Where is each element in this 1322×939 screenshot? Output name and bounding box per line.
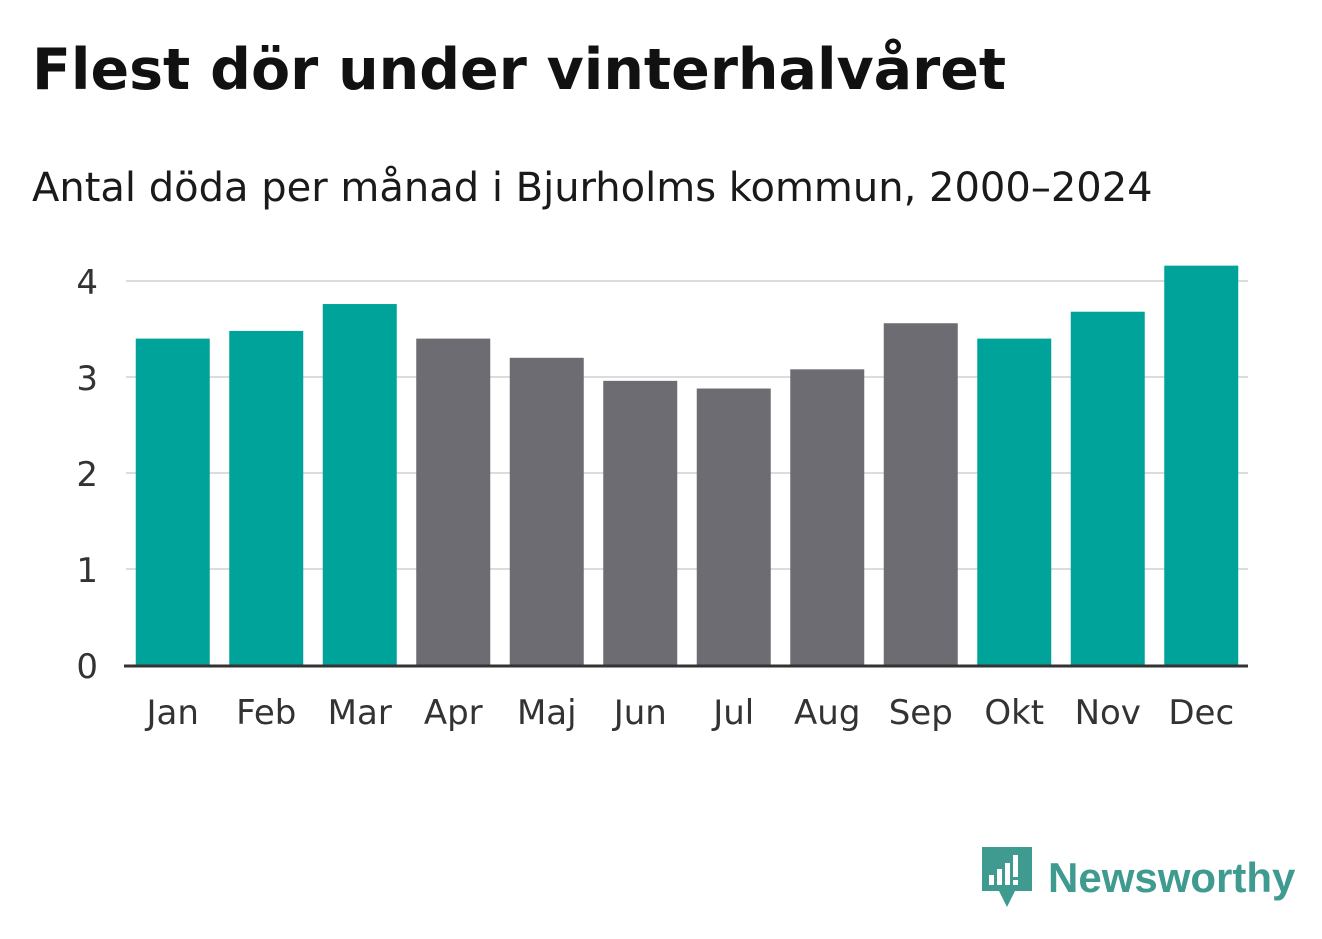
x-tick-label-nov: Nov [1075,693,1141,733]
chart-title: Flest dör under vinterhalvåret [32,37,1007,103]
bar-jan [135,338,210,665]
bar-feb [229,330,304,665]
bars [135,265,1239,665]
x-tick-label-maj: Maj [517,693,577,733]
bar-jun [603,380,678,665]
bar-dec [1164,265,1239,665]
x-tick-label-mar: Mar [328,693,392,733]
gridlines [126,280,1248,570]
x-tick-label-okt: Okt [984,693,1044,733]
bar-apr [416,338,491,665]
bar-okt [977,338,1052,665]
chart-subtitle: Antal döda per månad i Bjurholms kommun,… [32,165,1153,211]
bar-mar [322,304,397,665]
x-tick-label-feb: Feb [236,693,296,733]
axes: 0 1 2 3 4 Jan Feb Mar Apr Maj Jun Jul Aug Sep Okt Nov De… [76,263,1248,733]
newsworthy-logo-icon [982,847,1032,907]
y-tick-label: 2 [76,455,98,495]
x-tick-label-jan: Jan [145,693,199,733]
x-tick-label-aug: Aug [794,693,860,733]
bar-jul [696,388,771,665]
x-tick-label-apr: Apr [424,693,483,733]
y-tick-label: 1 [76,551,98,591]
bar-aug [790,369,865,665]
brand-name: Newsworthy [1048,854,1296,901]
x-tick-label-sep: Sep [889,693,953,733]
y-tick-label: 0 [76,647,98,687]
bar-nov [1070,311,1145,665]
x-tick-label-jun: Jun [612,693,667,733]
y-tick-label: 3 [76,359,98,399]
brand-logo: Newsworthy [982,846,1295,910]
bar-maj [509,357,584,665]
x-tick-label-jul: Jul [711,693,754,733]
x-tick-label-dec: Dec [1168,693,1234,733]
bar-sep [883,323,958,665]
y-tick-label: 4 [76,263,98,303]
